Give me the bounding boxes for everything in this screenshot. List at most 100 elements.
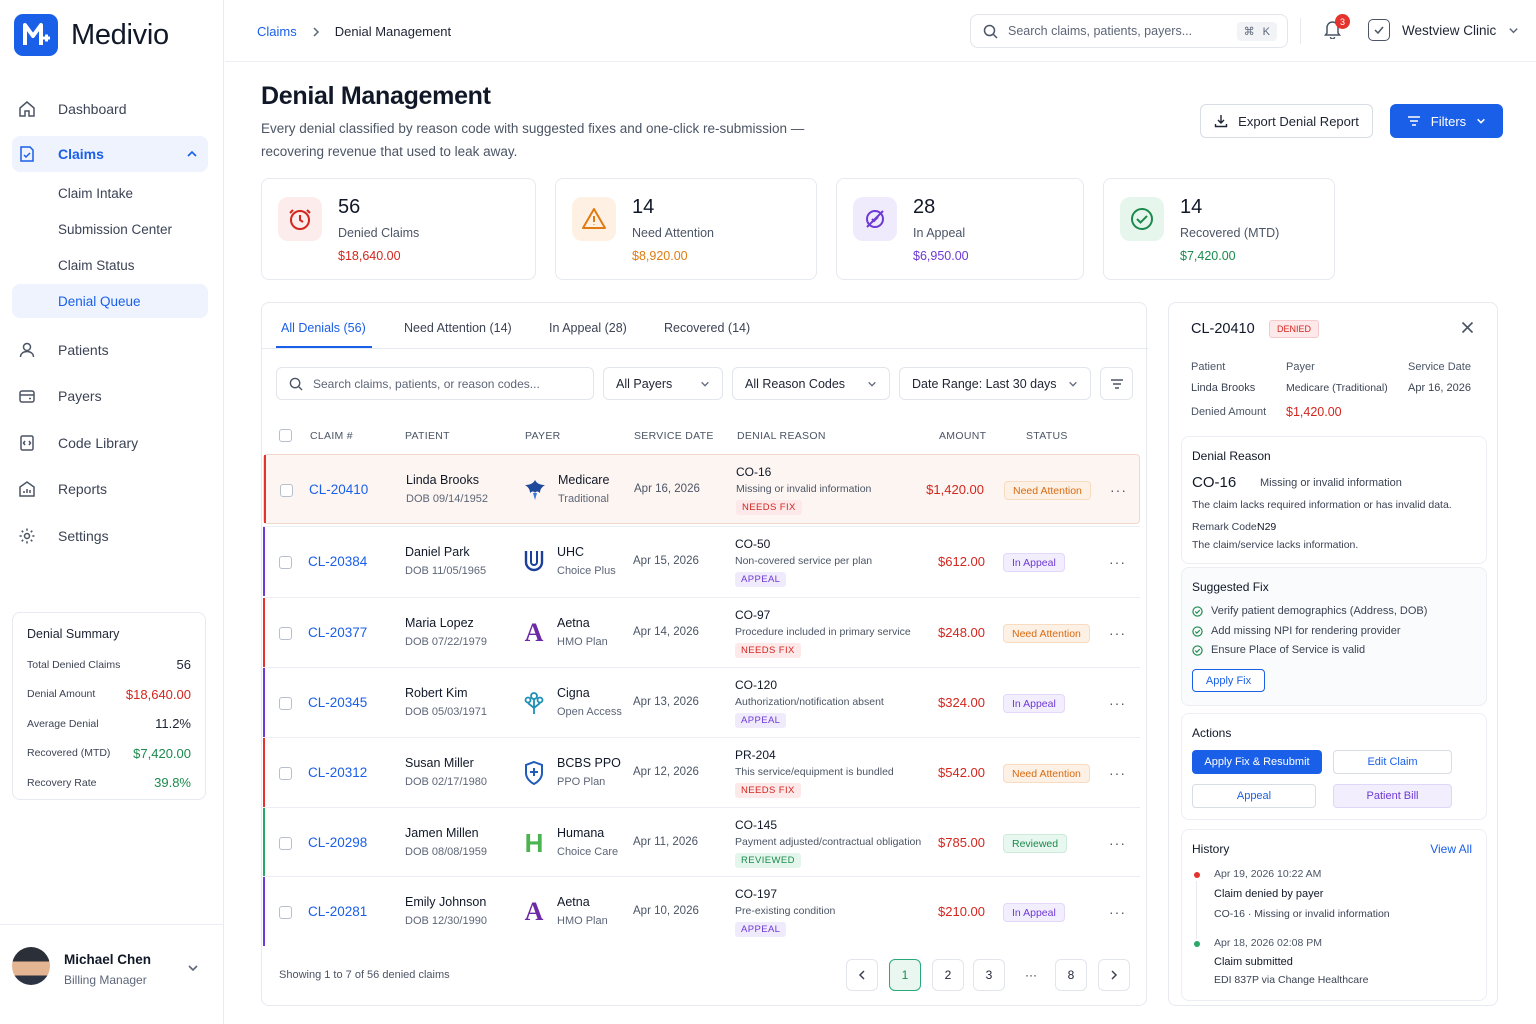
row-checkbox[interactable] <box>279 627 292 640</box>
page-button-1[interactable]: 1 <box>889 959 921 991</box>
export-report-button[interactable]: Export Denial Report <box>1200 104 1373 138</box>
clinic-name: Westview Clinic <box>1402 22 1497 38</box>
col-payer[interactable]: PAYER <box>525 430 561 442</box>
claim-id-link[interactable]: CL-20312 <box>308 765 368 780</box>
stat-card-recovered[interactable]: 14 Recovered (MTD) $7,420.00 <box>1103 178 1335 280</box>
patient-dob: DOB 02/17/1980 <box>405 776 487 788</box>
apply-fix-button[interactable]: Apply Fix <box>1192 669 1265 692</box>
payer-plan: Open Access <box>557 706 622 718</box>
nav-payers[interactable]: Payers <box>12 378 208 414</box>
row-checkbox[interactable] <box>279 906 292 919</box>
nav-denial-queue[interactable]: Denial Queue <box>12 284 208 318</box>
row-checkbox[interactable] <box>279 556 292 569</box>
claim-id-link[interactable]: CL-20281 <box>308 904 368 919</box>
denial-code: CO-50 <box>735 537 771 551</box>
nav-claims[interactable]: Claims <box>12 136 208 172</box>
medicare-logo-icon <box>522 477 548 503</box>
row-checkbox[interactable] <box>279 837 292 850</box>
reason-codes-dropdown[interactable]: All Reason Codes <box>732 367 890 400</box>
stat-card-denied[interactable]: 56 Denied Claims $18,640.00 <box>261 178 536 280</box>
col-service-date[interactable]: SERVICE DATE <box>634 430 714 442</box>
table-row[interactable]: CL-20345 Robert Kim DOB 05/03/1971 Cigna… <box>263 667 1140 737</box>
claim-id-link[interactable]: CL-20410 <box>309 482 369 497</box>
more-options-icon[interactable]: ··· <box>1109 695 1126 711</box>
view-all-history-link[interactable]: View All <box>1430 842 1472 856</box>
table-header: CLAIM # PATIENT PAYER SERVICE DATE DENIA… <box>262 419 1148 453</box>
denial-tag: APPEAL <box>735 922 787 937</box>
row-checkbox[interactable] <box>279 697 292 710</box>
nav-submission-center[interactable]: Submission Center <box>58 221 173 237</box>
table-row[interactable]: CL-20312 Susan Miller DOB 02/17/1980 BCB… <box>263 737 1140 807</box>
table-row[interactable]: CL-20384 Daniel Park DOB 11/05/1965 UHC … <box>263 526 1140 596</box>
tab-need-attention[interactable]: Need Attention (14) <box>404 321 512 335</box>
col-patient[interactable]: PATIENT <box>405 430 450 442</box>
col-amount[interactable]: AMOUNT <box>939 430 987 442</box>
row-checkbox[interactable] <box>279 767 292 780</box>
claim-id-link[interactable]: CL-20298 <box>308 835 368 850</box>
nav-claim-intake[interactable]: Claim Intake <box>58 185 134 201</box>
col-denial-reason[interactable]: DENIAL REASON <box>737 430 826 442</box>
page-button-8[interactable]: 8 <box>1055 959 1087 991</box>
next-page-button[interactable] <box>1098 959 1130 991</box>
breadcrumb-current: Denial Management <box>334 24 452 39</box>
stat-card-attention[interactable]: 14 Need Attention $8,920.00 <box>555 178 817 280</box>
more-options-icon[interactable]: ··· <box>1109 554 1126 570</box>
date-range-dropdown[interactable]: Date Range: Last 30 days <box>899 367 1091 400</box>
row-checkbox[interactable] <box>280 484 293 497</box>
close-icon[interactable] <box>1461 321 1474 334</box>
patient-bill-button[interactable]: Patient Bill <box>1333 784 1452 808</box>
claim-id-link[interactable]: CL-20345 <box>308 695 368 710</box>
nav-dashboard[interactable]: Dashboard <box>12 91 208 127</box>
col-status[interactable]: STATUS <box>1026 430 1068 442</box>
stat-card-appeal[interactable]: 28 In Appeal $6,950.00 <box>836 178 1084 280</box>
user-menu[interactable]: Michael Chen Billing Manager <box>0 924 224 1024</box>
table-row[interactable]: CL-20281 Emily Johnson DOB 12/30/1990 A … <box>263 876 1140 946</box>
page-button-2[interactable]: 2 <box>932 959 964 991</box>
page-ellipsis: ··· <box>1015 959 1047 991</box>
status-badge: Need Attention <box>1003 624 1090 643</box>
table-row[interactable]: CL-20298 Jamen Millen DOB 08/08/1959 H H… <box>263 807 1140 877</box>
tab-recovered[interactable]: Recovered (14) <box>664 321 751 335</box>
more-options-icon[interactable]: ··· <box>1109 625 1126 641</box>
prev-page-button[interactable] <box>846 959 878 991</box>
nav-reports[interactable]: Reports <box>12 471 208 507</box>
claim-id-link[interactable]: CL-20384 <box>308 554 368 569</box>
nav-patients[interactable]: Patients <box>12 332 208 368</box>
service-date: Apr 11, 2026 <box>633 836 699 848</box>
nav-code-library[interactable]: Code Library <box>12 425 208 461</box>
more-options-icon[interactable]: ··· <box>1109 835 1126 851</box>
claims-search-input[interactable]: Search claims, patients, or reason codes… <box>276 367 594 400</box>
table-row[interactable]: CL-20377 Maria Lopez DOB 07/22/1979 A Ae… <box>263 597 1140 667</box>
more-options-icon[interactable]: ··· <box>1109 765 1126 781</box>
global-search-input[interactable]: Search claims, patients, payers... ⌘ K <box>970 14 1288 48</box>
page-button-3[interactable]: 3 <box>973 959 1005 991</box>
summary-row: Recovered (MTD) $7,420.00 <box>27 739 191 769</box>
col-claim[interactable]: CLAIM # <box>310 430 353 442</box>
logo[interactable]: Medivio <box>14 14 169 56</box>
apply-fix-resubmit-button[interactable]: Apply Fix & Resubmit <box>1192 750 1322 774</box>
denial-tag: APPEAL <box>735 572 787 587</box>
filters-button[interactable]: Filters <box>1390 104 1503 138</box>
claims-icon <box>17 144 37 164</box>
nav-reports-label: Reports <box>58 481 108 497</box>
payers-dropdown[interactable]: All Payers <box>603 367 723 400</box>
status-badge: Reviewed <box>1003 834 1068 853</box>
nav-settings[interactable]: Settings <box>12 518 208 554</box>
table-row[interactable]: CL-20410 Linda Brooks DOB 09/14/1952 Med… <box>263 454 1140 524</box>
clinic-selector[interactable]: Westview Clinic <box>1368 19 1519 41</box>
filter-settings-button[interactable] <box>1100 367 1133 400</box>
claim-id-link[interactable]: CL-20377 <box>308 625 368 640</box>
filter-lines-icon <box>1407 115 1421 127</box>
tab-all-denials[interactable]: All Denials (56) <box>281 321 366 335</box>
stat-value: 56 <box>338 196 361 218</box>
nav-claim-status[interactable]: Claim Status <box>58 257 135 273</box>
breadcrumb-claims[interactable]: Claims <box>257 24 297 39</box>
edit-claim-button[interactable]: Edit Claim <box>1333 750 1452 774</box>
tab-in-appeal[interactable]: In Appeal (28) <box>549 321 627 335</box>
appeal-button[interactable]: Appeal <box>1192 784 1316 808</box>
more-options-icon[interactable]: ··· <box>1109 904 1126 920</box>
row-status-bar <box>263 527 265 596</box>
more-options-icon[interactable]: ··· <box>1110 482 1127 498</box>
select-all-checkbox[interactable] <box>279 429 292 442</box>
summary-row: Average Denial 11.2% <box>27 709 191 739</box>
